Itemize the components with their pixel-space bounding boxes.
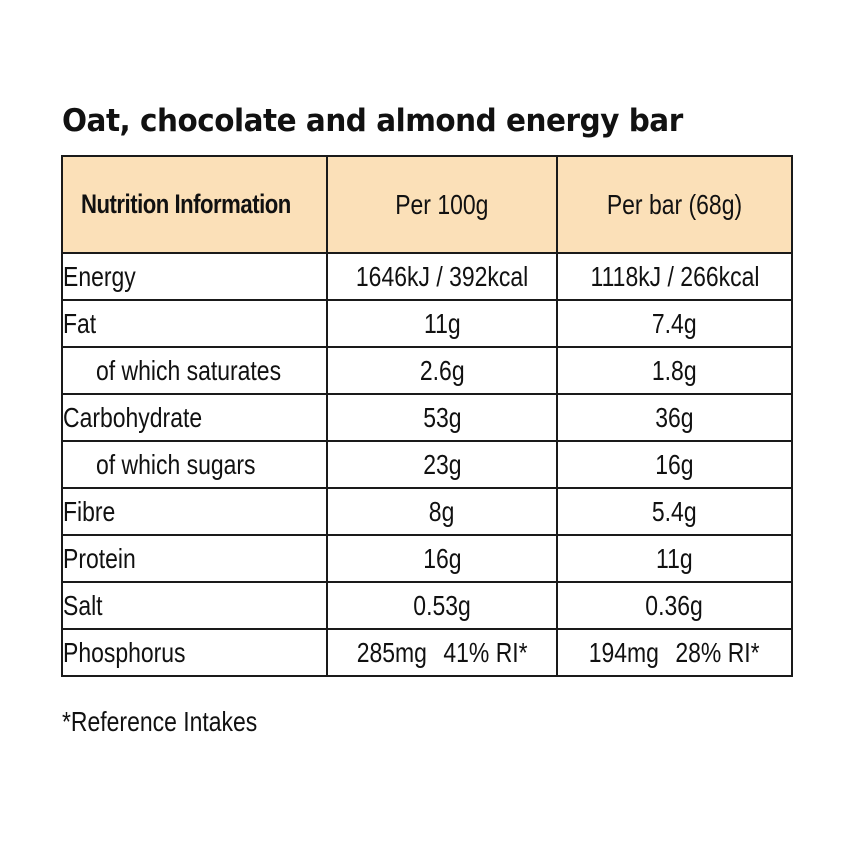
per-100g-value: 1646kJ / 392kcal (326, 252, 558, 301)
table-row-sugars: of which sugars 23g 16g (61, 440, 793, 489)
table-row-phosphorus: Phosphorus 285mg 41% RI* 194mg 28% RI* (61, 628, 793, 677)
header-nutrition-information: Nutrition Information (61, 155, 328, 254)
per-100g-value: 2.6g (326, 346, 558, 395)
per-bar-value: 36g (556, 393, 793, 442)
per-bar-value: 1.8g (556, 346, 793, 395)
table-row-carbohydrate: Carbohydrate 53g 36g (61, 393, 793, 442)
per-100g-value: 8g (326, 487, 558, 536)
per-100g-value: 11g (326, 299, 558, 348)
header-per-bar: Per bar (68g) (556, 155, 793, 254)
nutrient-label: Fibre (61, 487, 328, 536)
per-bar-amount: 194mg (589, 636, 660, 668)
per-100g-value: 285mg 41% RI* (326, 628, 558, 677)
nutrition-table: Nutrition Information Per 100g Per bar (… (61, 155, 793, 677)
nutrient-label: of which saturates (61, 346, 328, 395)
per-bar-value: 7.4g (556, 299, 793, 348)
per-100g-amount: 285mg (356, 636, 427, 668)
nutrient-label: Fat (61, 299, 328, 348)
table-row-saturates: of which saturates 2.6g 1.8g (61, 346, 793, 395)
per-bar-value: 194mg 28% RI* (556, 628, 793, 677)
per-100g-ri: 41% RI* (443, 636, 528, 668)
nutrient-label: Salt (61, 581, 328, 630)
table-row-salt: Salt 0.53g 0.36g (61, 581, 793, 630)
table-row-fat: Fat 11g 7.4g (61, 299, 793, 348)
per-bar-value: 0.36g (556, 581, 793, 630)
per-bar-value: 11g (556, 534, 793, 583)
per-bar-ri: 28% RI* (675, 636, 760, 668)
nutrient-label: of which sugars (61, 440, 328, 489)
per-bar-value: 5.4g (556, 487, 793, 536)
per-bar-value: 16g (556, 440, 793, 489)
table-header-row: Nutrition Information Per 100g Per bar (… (61, 155, 793, 254)
per-100g-value: 53g (326, 393, 558, 442)
nutrient-label: Carbohydrate (61, 393, 328, 442)
table-row-fibre: Fibre 8g 5.4g (61, 487, 793, 536)
nutrient-label: Energy (61, 252, 328, 301)
table-row-protein: Protein 16g 11g (61, 534, 793, 583)
product-title: Oat, chocolate and almond energy bar (62, 103, 683, 139)
table-row-energy: Energy 1646kJ / 392kcal 1118kJ / 266kcal (61, 252, 793, 301)
nutrient-label: Protein (61, 534, 328, 583)
nutrient-label: Phosphorus (61, 628, 328, 677)
per-bar-value: 1118kJ / 266kcal (556, 252, 793, 301)
per-100g-value: 23g (326, 440, 558, 489)
per-100g-value: 0.53g (326, 581, 558, 630)
per-100g-value: 16g (326, 534, 558, 583)
footnote-reference-intakes: *Reference Intakes (62, 706, 258, 737)
header-per-100g: Per 100g (326, 155, 558, 254)
